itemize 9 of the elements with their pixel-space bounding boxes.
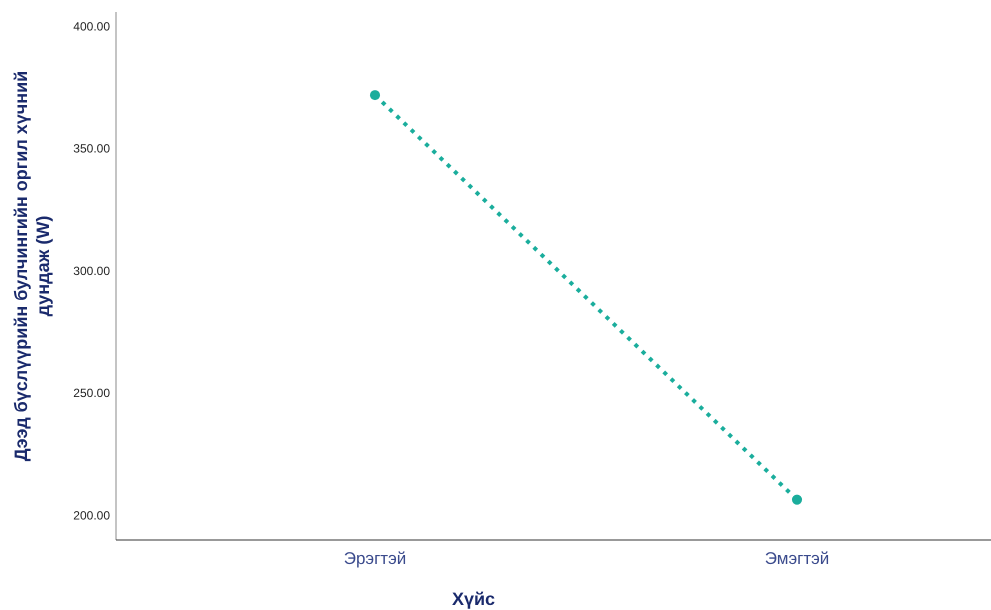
y-tick-label: 200.00 bbox=[73, 508, 110, 522]
x-axis-title: Хүйс bbox=[452, 589, 496, 609]
y-tick-label: 250.00 bbox=[73, 386, 110, 400]
x-tick-label: Эмэгтэй bbox=[764, 549, 830, 568]
y-tick-label: 400.00 bbox=[73, 20, 110, 34]
y-axis-title: Дээд бүслүүрийн булчингийн оргил хүчний дундаж (W) bbox=[11, 70, 53, 462]
y-tick-label: 300.00 bbox=[73, 264, 110, 278]
x-tick-label: Эрэгтэй bbox=[344, 549, 406, 568]
y-tick-label: 350.00 bbox=[73, 142, 110, 156]
